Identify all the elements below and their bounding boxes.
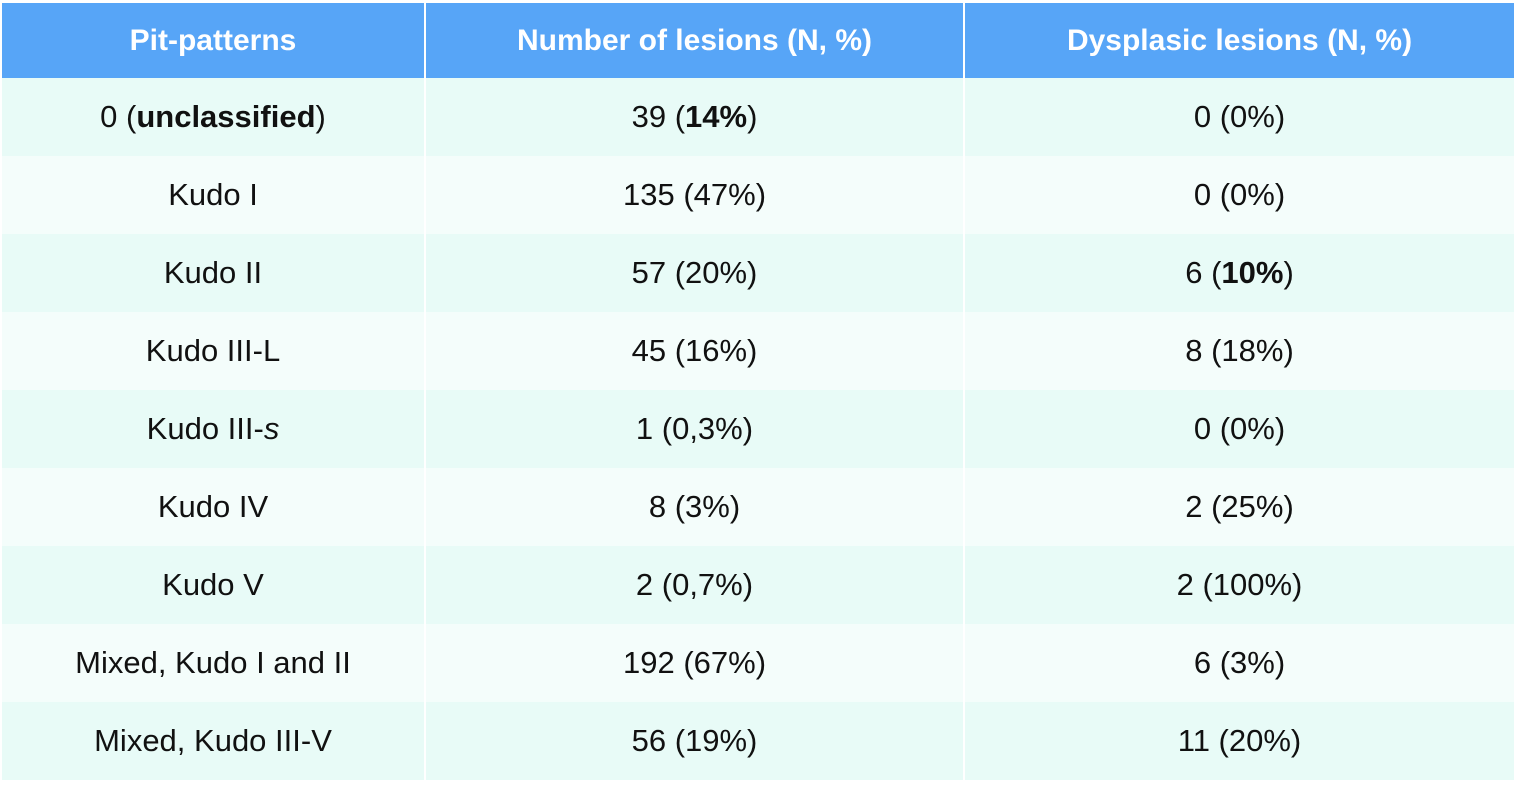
cell-number-of-lesions: 135 (47%) — [426, 156, 965, 234]
cell-text: 2 (100%) — [1176, 567, 1303, 602]
cell-text: 192 (67%) — [622, 645, 767, 680]
cell-pit-pattern: Kudo II — [2, 234, 426, 312]
cell-dysplasic-lesions: 0 (0%) — [965, 390, 1514, 468]
cell-dysplasic-lesions: 2 (25%) — [965, 468, 1514, 546]
cell-pit-pattern: Mixed, Kudo III-V — [2, 702, 426, 780]
table-row: Kudo V 2 (0,7%) 2 (100%) — [2, 546, 1514, 624]
cell-text: ) — [1283, 255, 1294, 290]
table-row: Mixed, Kudo I and II 192 (67%) 6 (3%) — [2, 624, 1514, 702]
table-row: Kudo II 57 (20%) 6 (10%) — [2, 234, 1514, 312]
cell-text-italic: s — [263, 411, 280, 446]
cell-pit-pattern: Kudo IV — [2, 468, 426, 546]
pit-pattern-table: Pit-patterns Number of lesions (N, %) Dy… — [2, 3, 1514, 780]
cell-number-of-lesions: 1 (0,3%) — [426, 390, 965, 468]
pit-pattern-table-container: Pit-patterns Number of lesions (N, %) Dy… — [2, 3, 1514, 780]
cell-pit-pattern: Kudo III-s — [2, 390, 426, 468]
table-row: Mixed, Kudo III-V 56 (19%) 11 (20%) — [2, 702, 1514, 780]
cell-text: Kudo II — [163, 255, 263, 290]
cell-text-bold: 14% — [685, 99, 748, 134]
header-pit-patterns: Pit-patterns — [2, 3, 426, 78]
cell-number-of-lesions: 8 (3%) — [426, 468, 965, 546]
cell-dysplasic-lesions: 8 (18%) — [965, 312, 1514, 390]
table-row: Kudo III-L 45 (16%) 8 (18%) — [2, 312, 1514, 390]
cell-text: ) — [747, 99, 758, 134]
table-header-row: Pit-patterns Number of lesions (N, %) Dy… — [2, 3, 1514, 78]
cell-text-bold: unclassified — [136, 99, 316, 134]
cell-text: Kudo IV — [157, 489, 269, 524]
cell-pit-pattern: Mixed, Kudo I and II — [2, 624, 426, 702]
table-row: Kudo IV 8 (3%) 2 (25%) — [2, 468, 1514, 546]
cell-dysplasic-lesions: 6 (10%) — [965, 234, 1514, 312]
cell-text: 8 (18%) — [1185, 333, 1294, 368]
cell-text: 11 (20%) — [1177, 723, 1302, 758]
table-row: Kudo I 135 (47%) 0 (0%) — [2, 156, 1514, 234]
cell-text: 0 (0%) — [1193, 99, 1286, 134]
cell-text: 135 (47%) — [622, 177, 767, 212]
cell-number-of-lesions: 39 (14%) — [426, 78, 965, 156]
cell-text: 56 (19%) — [631, 723, 758, 758]
cell-dysplasic-lesions: 2 (100%) — [965, 546, 1514, 624]
cell-text: 0 ( — [100, 99, 137, 134]
cell-text: 6 (3%) — [1193, 645, 1286, 680]
cell-text: 6 ( — [1185, 255, 1222, 290]
cell-dysplasic-lesions: 0 (0%) — [965, 156, 1514, 234]
cell-pit-pattern: 0 (unclassified) — [2, 78, 426, 156]
cell-text: 1 (0,3%) — [635, 411, 754, 446]
cell-number-of-lesions: 56 (19%) — [426, 702, 965, 780]
cell-number-of-lesions: 2 (0,7%) — [426, 546, 965, 624]
cell-text: 2 (0,7%) — [635, 567, 754, 602]
cell-dysplasic-lesions: 11 (20%) — [965, 702, 1514, 780]
cell-number-of-lesions: 45 (16%) — [426, 312, 965, 390]
cell-text: 0 (0%) — [1193, 411, 1286, 446]
cell-number-of-lesions: 192 (67%) — [426, 624, 965, 702]
cell-pit-pattern: Kudo V — [2, 546, 426, 624]
cell-text: Kudo III-L — [145, 333, 281, 368]
cell-dysplasic-lesions: 0 (0%) — [965, 78, 1514, 156]
cell-text: 39 ( — [631, 99, 686, 134]
cell-text: Mixed, Kudo III-V — [94, 723, 332, 758]
cell-text: Kudo V — [162, 567, 264, 602]
header-dysplasic-lesions: Dysplasic lesions (N, %) — [965, 3, 1514, 78]
cell-text: 57 (20%) — [631, 255, 758, 290]
cell-dysplasic-lesions: 6 (3%) — [965, 624, 1514, 702]
cell-text: Mixed, Kudo I and II — [75, 645, 351, 680]
cell-text-bold: 10% — [1221, 255, 1284, 290]
cell-text: Kudo I — [168, 177, 258, 212]
cell-text: 0 (0%) — [1193, 177, 1286, 212]
cell-pit-pattern: Kudo I — [2, 156, 426, 234]
cell-text: 8 (3%) — [648, 489, 741, 524]
table-row: Kudo III-s 1 (0,3%) 0 (0%) — [2, 390, 1514, 468]
cell-pit-pattern: Kudo III-L — [2, 312, 426, 390]
cell-text: Kudo III- — [146, 411, 264, 446]
table-body: 0 (unclassified) 39 (14%) 0 (0%) Kudo I 135 … — [2, 78, 1514, 780]
cell-text: 2 (25%) — [1185, 489, 1294, 524]
cell-number-of-lesions: 57 (20%) — [426, 234, 965, 312]
table-row: 0 (unclassified) 39 (14%) 0 (0%) — [2, 78, 1514, 156]
header-number-of-lesions: Number of lesions (N, %) — [426, 3, 965, 78]
cell-text: 45 (16%) — [631, 333, 758, 368]
cell-text: ) — [315, 99, 326, 134]
